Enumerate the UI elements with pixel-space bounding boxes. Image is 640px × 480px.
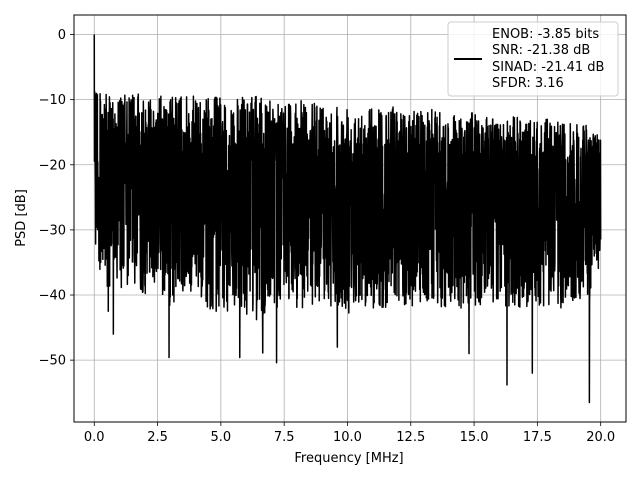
legend-line-sinad: SINAD: -21.41 dB (492, 60, 604, 75)
legend-line-enob: ENOB: -3.85 bits (492, 27, 599, 42)
x-axis-label: Frequency [MHz] (294, 451, 403, 466)
plot-frame (73, 14, 627, 423)
y-axis-label: PSD [dB] (14, 189, 29, 247)
x-tick-label: 5.0 (211, 430, 232, 445)
x-tick-label: 15.0 (460, 430, 489, 445)
data-layer (93, 34, 602, 404)
legend-box (447, 21, 619, 97)
y-tick-label: 0 (58, 28, 66, 43)
y-axis-ticks: 0 −10 −20 −30 −40 −50 (39, 28, 74, 369)
legend-line-snr: SNR: -21.38 dB (492, 43, 590, 58)
legend: ENOB: -3.85 bits SNR: -21.38 dB SINAD: -… (447, 21, 619, 97)
x-tick-label: 7.5 (274, 430, 295, 445)
x-axis-ticks: 0.0 2.5 5.0 7.5 10.0 12.5 15.0 17.5 20.0 (84, 422, 615, 445)
x-tick-label: 2.5 (147, 430, 168, 445)
legend-line-sfdr: SFDR: 3.16 (492, 76, 564, 91)
x-tick-label: 20.0 (586, 430, 615, 445)
x-tick-label: 12.5 (396, 430, 425, 445)
y-tick-label: −30 (39, 223, 66, 238)
y-tick-label: −10 (39, 93, 66, 108)
x-tick-label: 17.5 (523, 430, 552, 445)
psd-series-line (93, 34, 602, 404)
y-tick-label: −20 (39, 158, 66, 173)
y-tick-label: −40 (39, 289, 66, 304)
y-tick-label: −50 (39, 354, 66, 369)
x-tick-label: 0.0 (84, 430, 105, 445)
x-tick-label: 10.0 (333, 430, 362, 445)
